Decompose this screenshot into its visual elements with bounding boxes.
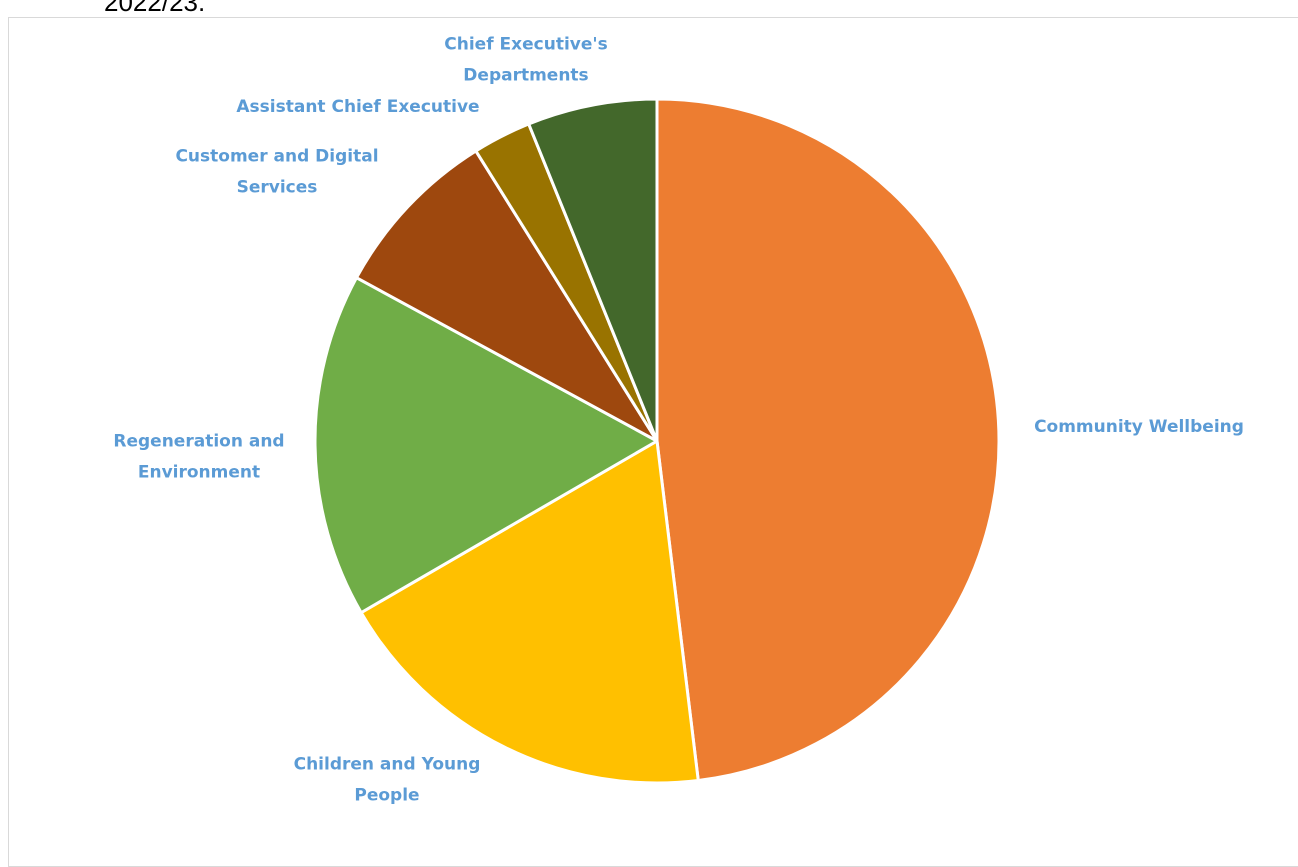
pie-label-line: Children and Young (294, 755, 481, 775)
pie-label-line: Regeneration and (113, 432, 284, 452)
pie-slice-children-and-young-people (359, 439, 700, 785)
heading-fragment: 2022/23. (104, 0, 206, 17)
pie-slices (313, 97, 1001, 785)
pie-label-line: Assistant Chief Executive (236, 97, 479, 117)
pie-label-line: People (354, 786, 419, 806)
pie-slice-regeneration-and-environment (313, 276, 659, 615)
pie-label-line: Customer and Digital (175, 147, 378, 167)
pie-label-line: Environment (138, 463, 260, 483)
pie-label-line: Community Wellbeing (1034, 417, 1244, 437)
pie-label-customer-and-digital-services: Customer and Digital Services (175, 147, 378, 198)
pie-slice-community-wellbeing (655, 97, 1001, 783)
pie-label-line: Services (237, 178, 318, 198)
pie-label-assistant-chief-executive: Assistant Chief Executive (236, 97, 479, 117)
pie-label-community-wellbeing: Community Wellbeing (1034, 417, 1244, 437)
pie-slice-chief-executive-s-departments (527, 97, 659, 443)
pie-label-line: Departments (463, 66, 588, 86)
pie-slice-customer-and-digital-services (354, 149, 659, 443)
pie-label-line: Chief Executive's (444, 35, 607, 55)
pie-labels: Community Wellbeing Children and Young Peo… (113, 35, 1244, 806)
pie-label-regeneration-and-environment: Regeneration and Environment (113, 432, 284, 483)
pie-label-chief-executive-s-departments: Chief Executive's Departments (444, 35, 607, 86)
pie-label-children-and-young-people: Children and Young People (294, 755, 481, 806)
